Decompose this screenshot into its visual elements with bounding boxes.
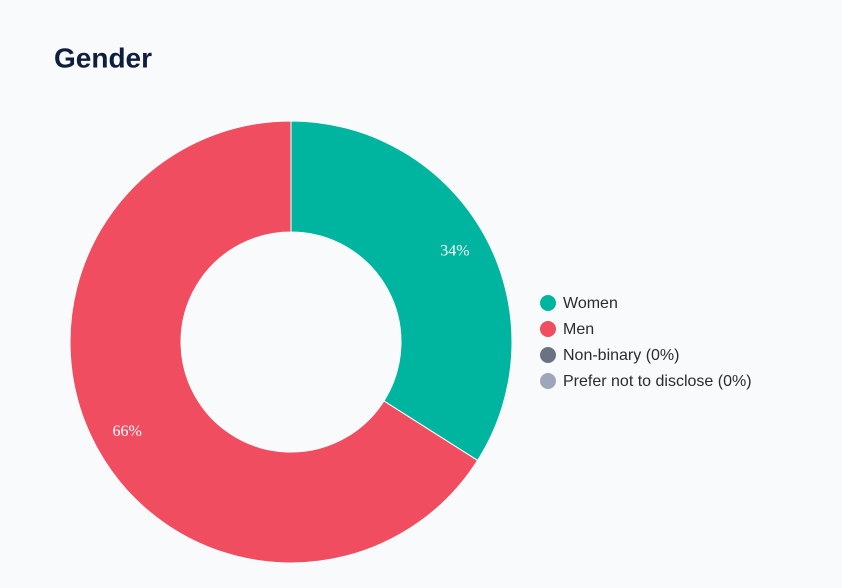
legend-label: Men (563, 321, 594, 338)
legend-swatch (540, 295, 556, 311)
legend-swatch (540, 347, 556, 363)
legend-label: Women (563, 295, 618, 312)
donut-slice (69, 120, 479, 564)
data-label: 66% (112, 423, 141, 440)
legend-swatch (540, 321, 556, 337)
legend-label: Prefer not to disclose (0%) (563, 373, 752, 390)
legend-swatch (540, 373, 556, 389)
data-label: 34% (440, 243, 469, 260)
donut-slice (290, 120, 513, 462)
legend-label: Non-binary (0%) (563, 347, 679, 364)
chart-title: Gender (54, 42, 152, 73)
